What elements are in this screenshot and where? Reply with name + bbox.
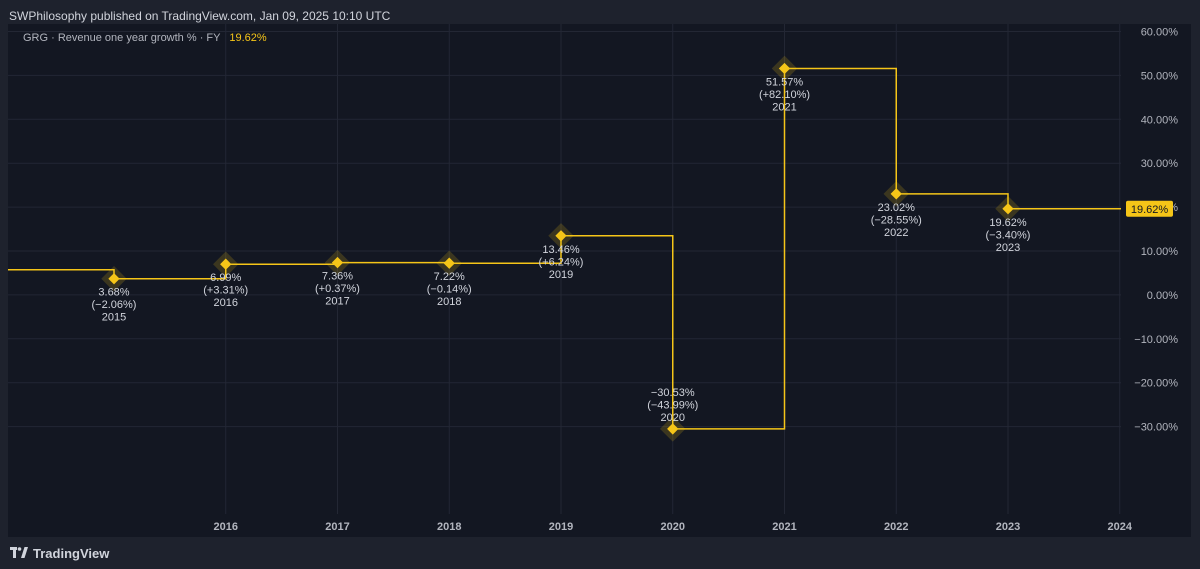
x-tick-label: 2019 (549, 521, 573, 533)
y-tick-label: 50.00% (1141, 70, 1179, 82)
data-label: 19.62% (989, 217, 1027, 229)
data-point-marker (220, 258, 232, 270)
data-label: 2019 (549, 269, 573, 281)
series-step-line (8, 67, 1121, 430)
data-point-marker (443, 257, 455, 269)
data-label: 51.57% (766, 77, 804, 89)
y-tick-label: −10.00% (1134, 334, 1178, 346)
footer: TradingView (0, 537, 1200, 569)
data-label: (−28.55%) (871, 214, 922, 226)
y-tick-label: 10.00% (1141, 246, 1179, 258)
y-tick-label: −30.00% (1134, 422, 1178, 434)
x-tick-label: 2016 (214, 521, 238, 533)
data-label: (+82.10%) (759, 89, 810, 101)
x-tick-label: 2022 (884, 521, 908, 533)
publisher-text: SWPhilosophy published on TradingView.co… (9, 8, 391, 23)
data-label: 2018 (437, 296, 461, 308)
data-label: 2022 (884, 227, 908, 239)
x-tick-label: 2024 (1108, 521, 1133, 533)
data-label: (+6.24%) (539, 256, 584, 268)
footer-brand: TradingView (33, 545, 110, 561)
data-point-marker (667, 423, 679, 435)
labels-layer: 3.68%(−2.06%)20156.99%(+3.31%)20167.36%(… (92, 77, 1031, 424)
data-label: (−0.14%) (427, 284, 472, 296)
grid-layer (8, 24, 1121, 514)
data-label: 23.02% (878, 202, 916, 214)
data-label: (+3.31%) (203, 285, 248, 297)
tradingview-logo-icon (10, 547, 28, 558)
data-label: 6.99% (210, 272, 241, 284)
legend-label: GRG · Revenue one year growth % · FY (23, 32, 221, 44)
data-label: (+0.37%) (315, 283, 360, 295)
data-label: 2021 (772, 102, 796, 114)
data-label: 2020 (661, 412, 685, 424)
data-point-marker (555, 230, 567, 242)
y-tick-label: 40.00% (1141, 114, 1179, 126)
x-tick-label: 2018 (437, 521, 461, 533)
data-point-marker (778, 62, 791, 75)
x-tick-label: 2017 (325, 521, 349, 533)
y-tick-label: −20.00% (1134, 378, 1178, 390)
data-label: −30.53% (651, 387, 695, 399)
data-label: 2017 (325, 296, 349, 308)
x-tick-label: 2023 (996, 521, 1020, 533)
chart-area[interactable]: 3.68% (−2.06%) 2015 6.99% (+3.31%) 2016 7.36%(… (8, 24, 1191, 537)
data-label: (−3.40%) (986, 229, 1031, 241)
data-label: 2023 (996, 242, 1020, 254)
data-label: 2015 (102, 312, 126, 324)
x-tick-label: 2020 (661, 521, 685, 533)
x-tick-label: 2021 (772, 521, 796, 533)
axis-layer: 60.00%50.00%40.00%30.00%20.00%10.00%0.00… (214, 27, 1179, 534)
last-value-badge (1126, 200, 1173, 217)
data-point-marker (890, 188, 902, 200)
data-label: 7.22% (434, 271, 465, 283)
data-label: 7.36% (322, 271, 353, 283)
data-label: (−2.06%) (92, 299, 137, 311)
chart-legend[interactable]: GRG · Revenue one year growth % · FY 19.… (23, 32, 267, 44)
data-point-marker (331, 256, 344, 269)
legend-value: 19.62% (229, 32, 267, 44)
data-label: (−43.99%) (647, 399, 698, 411)
data-label: 3.68% (98, 287, 129, 299)
data-point-marker (108, 273, 120, 285)
data-label: 13.46% (542, 244, 580, 256)
data-label: 2016 (214, 297, 238, 309)
chart-svg[interactable]: 3.68%(−2.06%)20156.99%(+3.31%)20167.36%(… (8, 24, 1191, 537)
y-tick-label: 30.00% (1141, 158, 1179, 170)
last-value-badge-label: 19.62% (1131, 204, 1169, 216)
data-point-marker (1002, 203, 1014, 215)
y-tick-label: 0.00% (1147, 290, 1178, 302)
y-tick-label: 60.00% (1141, 27, 1179, 39)
